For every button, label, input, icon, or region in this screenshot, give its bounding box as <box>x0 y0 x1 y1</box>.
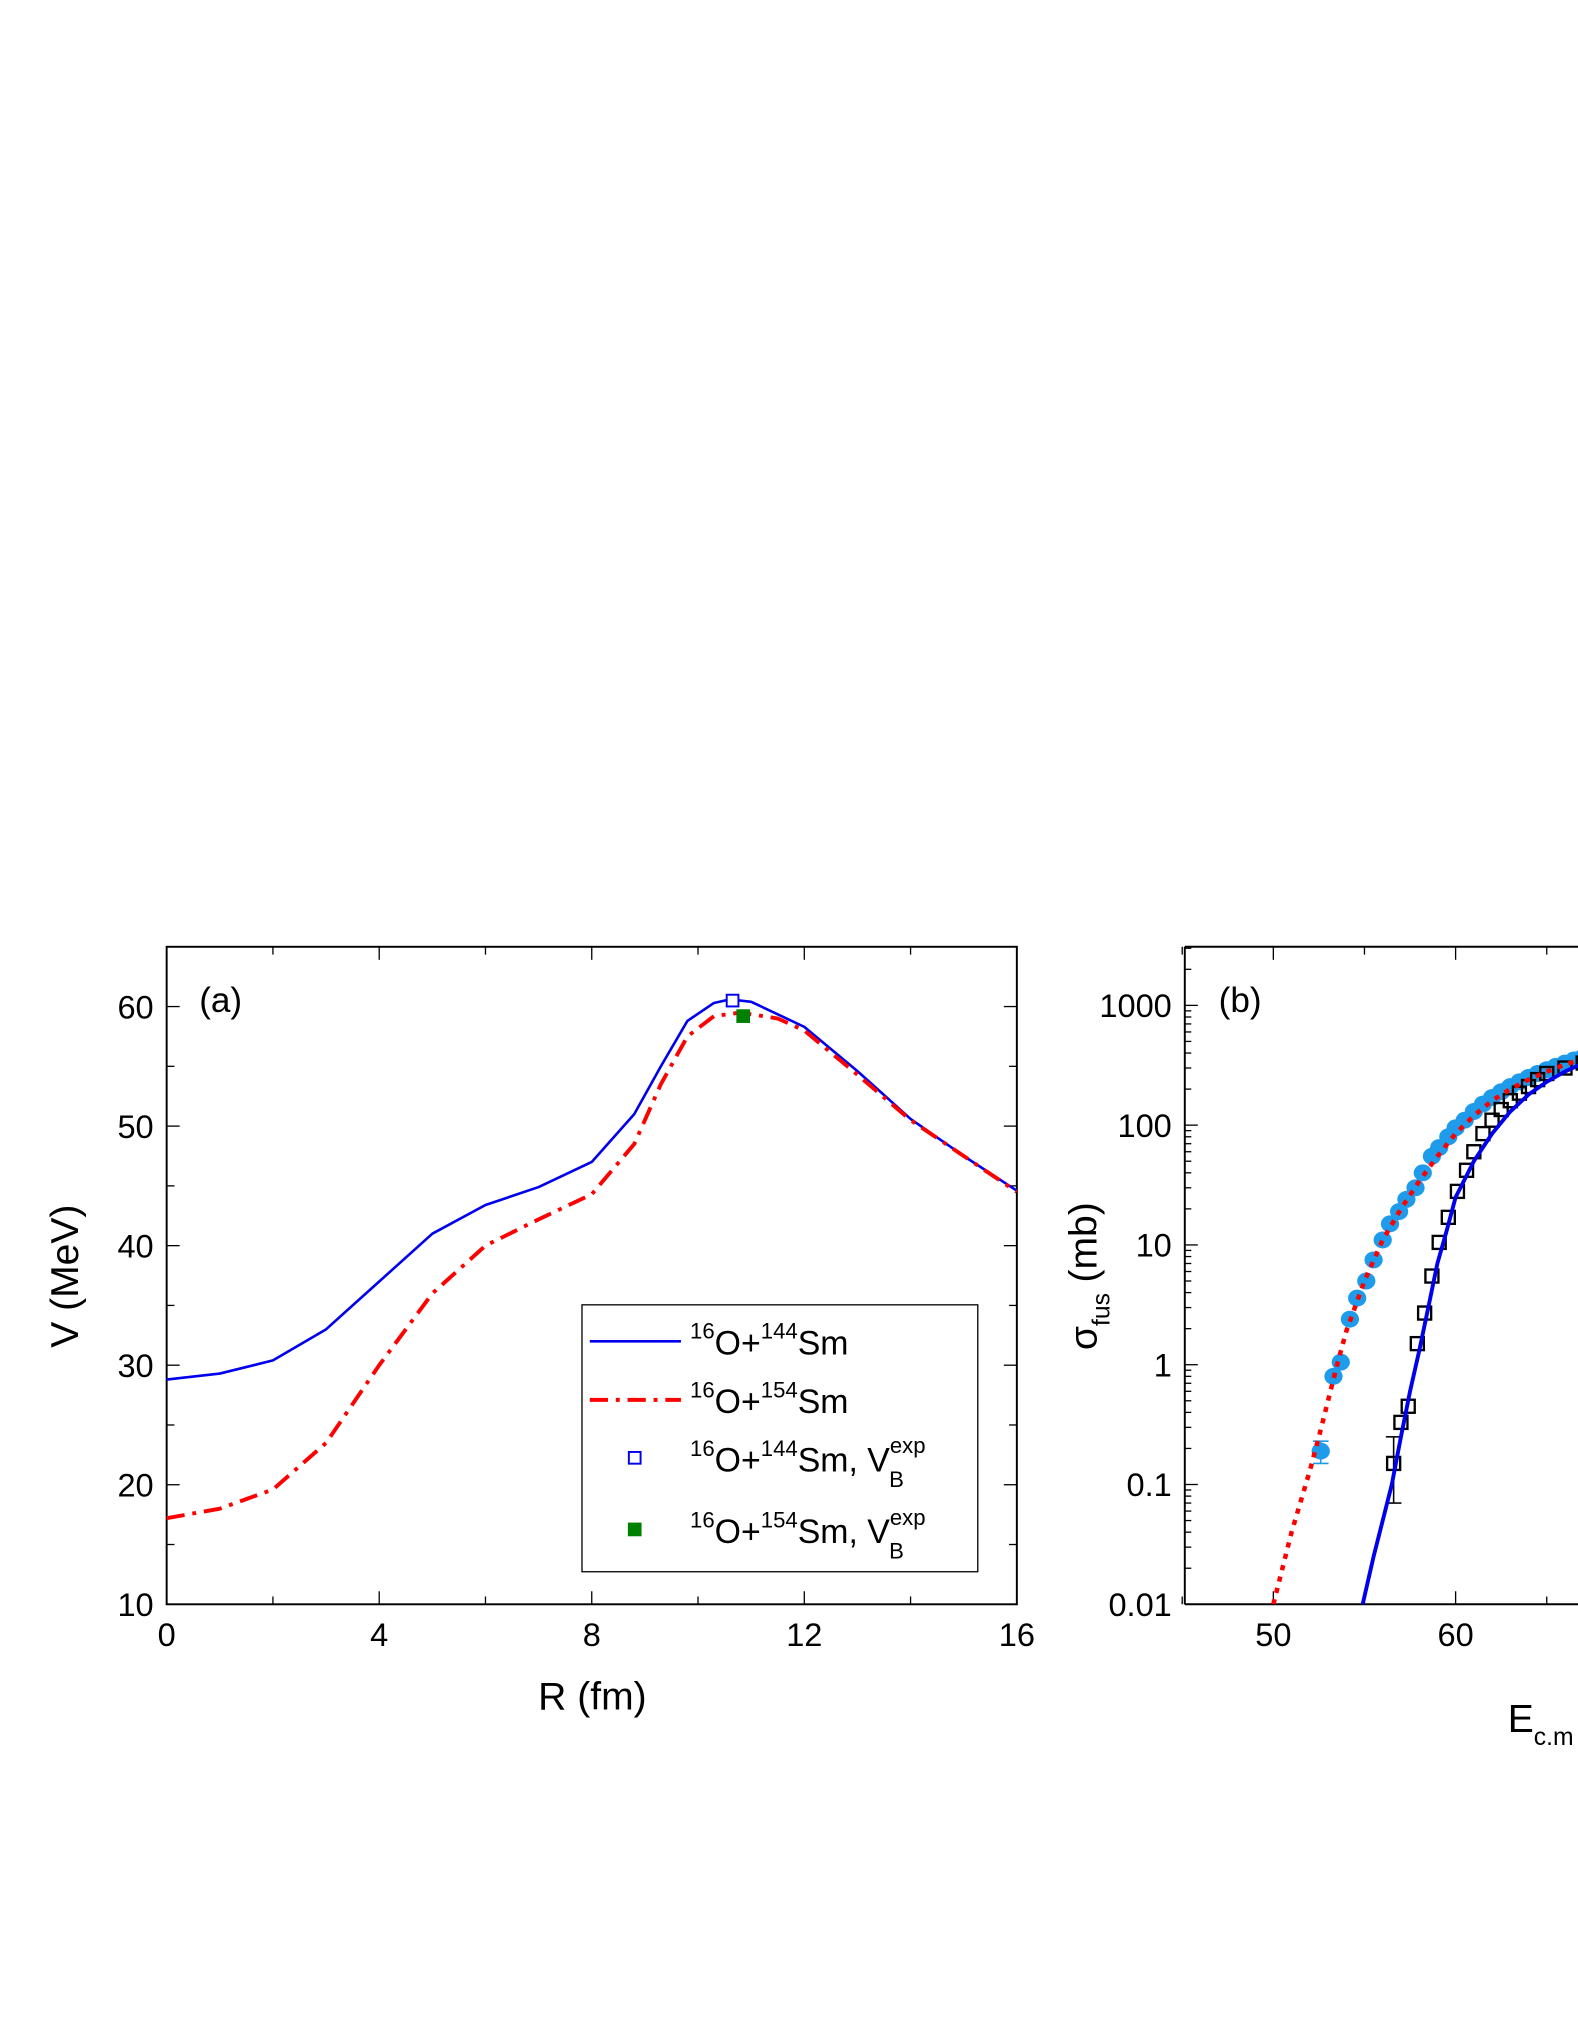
panel-b-y-axis-label: σfus (mb) <box>1062 1202 1115 1350</box>
element: O+ <box>715 1441 761 1479</box>
panel-b-x-axis-label: Ec.m <box>1508 1698 1574 1751</box>
data-point-1 <box>1484 1112 1500 1128</box>
data-point-2 <box>725 993 740 1008</box>
x-tick-label: 60 <box>1438 1617 1474 1653</box>
x-tick-label: 4 <box>370 1617 388 1653</box>
y-tick-label: 0.01 <box>1108 1587 1171 1623</box>
element: Sm, V <box>798 1513 891 1551</box>
data-point-0 <box>1331 1353 1350 1371</box>
data-point-1 <box>1475 1125 1491 1142</box>
superscript-exp: exp <box>890 1505 926 1530</box>
x-tick-label: 0 <box>158 1617 176 1653</box>
y-label-sub: fus <box>1088 1293 1115 1326</box>
x-tick-label: 50 <box>1255 1617 1291 1653</box>
element: O+ <box>715 1324 761 1362</box>
y-tick-label: 1000 <box>1099 988 1171 1024</box>
element: O+ <box>715 1513 761 1551</box>
y-tick-label: 10 <box>1136 1228 1172 1264</box>
subscript-b: B <box>889 1467 904 1492</box>
panel-b-plot-area <box>1271 1050 1578 1605</box>
element: Sm <box>798 1324 849 1362</box>
x-label-sub: c.m <box>1534 1724 1574 1751</box>
series-line-3 <box>1360 1063 1578 1605</box>
element: O+ <box>715 1383 761 1421</box>
panel-a-plot-area <box>166 998 1017 1521</box>
element: Sm, V <box>798 1441 891 1479</box>
y-tick-label: 10 <box>117 1587 153 1623</box>
y-tick-label: 60 <box>117 989 153 1025</box>
x-tick-label: 8 <box>583 1617 601 1653</box>
superscript-exp: exp <box>890 1433 926 1458</box>
y-tick-label: 20 <box>117 1467 153 1503</box>
data-point-1 <box>1575 1055 1578 1071</box>
legend-label-0: 16O+144Sm <box>690 1319 848 1363</box>
x-label-main: E <box>1508 1698 1534 1741</box>
y-tick-label: 0.1 <box>1127 1467 1172 1503</box>
mass-number: 16 <box>690 1507 715 1532</box>
legend-box <box>581 1304 979 1573</box>
mass-number: 154 <box>761 1377 798 1402</box>
mass-number: 16 <box>690 1436 715 1461</box>
y-tick-label: 50 <box>117 1109 153 1145</box>
data-point-0 <box>1373 1231 1392 1249</box>
y-label-main: σ <box>1062 1326 1105 1350</box>
data-point-1 <box>1409 1335 1426 1352</box>
series-line-0 <box>166 998 1017 1381</box>
panel-b-label: (b) <box>1219 981 1262 1020</box>
y-tick-label: 30 <box>117 1348 153 1384</box>
mass-number: 154 <box>761 1507 798 1532</box>
y-label-unit: (mb) <box>1062 1202 1105 1282</box>
legend-label-3: 16O+154Sm, Vexp B <box>690 1505 925 1564</box>
x-tick-label: 16 <box>999 1617 1035 1653</box>
subscript-b: B <box>889 1539 904 1564</box>
panel-a-potential-chart: 0 4 8 12 16 10 20 30 40 50 60 <box>117 945 1035 1653</box>
mass-number: 16 <box>690 1319 715 1344</box>
data-point-3 <box>736 1009 751 1023</box>
y-tick-label: 40 <box>117 1228 153 1264</box>
series-line-2 <box>1271 1057 1578 1605</box>
panel-a-x-axis-label: R (fm) <box>538 1676 646 1719</box>
panel-a-y-axis-label: V (MeV) <box>44 1205 87 1348</box>
panel-a-label: (a) <box>199 981 242 1020</box>
element: Sm <box>798 1383 849 1421</box>
legend-label-2: 16O+144Sm, Vexp B <box>690 1433 925 1492</box>
data-point-1 <box>1493 1101 1509 1118</box>
legend-marker-3 <box>627 1522 642 1537</box>
mass-number: 144 <box>761 1319 798 1344</box>
data-point-1 <box>1431 1234 1447 1251</box>
x-tick-label: 12 <box>786 1617 822 1653</box>
mass-number: 144 <box>761 1436 798 1461</box>
series-line-1 <box>166 1010 1017 1521</box>
legend-label-1: 16O+154Sm <box>690 1377 848 1421</box>
legend-marker-2 <box>627 1450 642 1465</box>
y-tick-label: 100 <box>1118 1108 1172 1144</box>
mass-number: 16 <box>690 1377 715 1402</box>
y-tick-label: 1 <box>1154 1347 1172 1383</box>
